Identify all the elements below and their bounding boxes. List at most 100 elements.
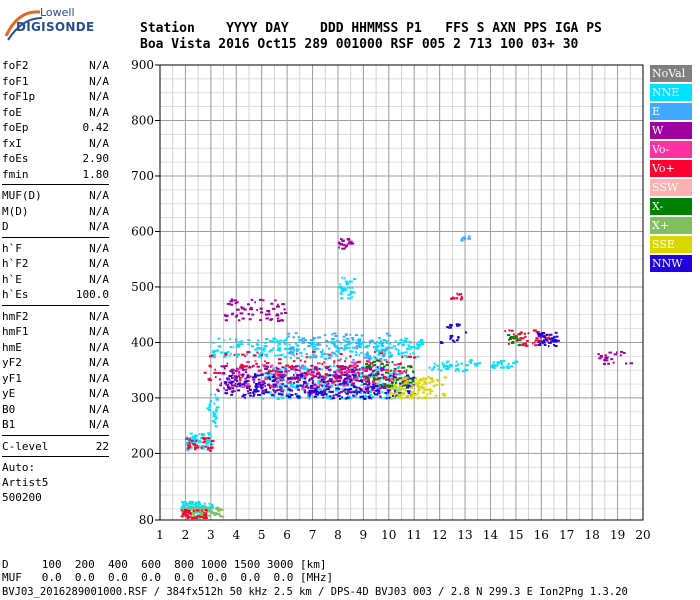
- echo-point-sse: [388, 386, 393, 389]
- ionogram-echoes: [180, 235, 634, 520]
- echo-point-voplus: [180, 515, 183, 518]
- echo-point-e: [371, 340, 375, 343]
- echo-point-nne: [311, 353, 315, 356]
- echo-point-nnw: [554, 331, 558, 334]
- echo-point-voplus: [210, 443, 212, 446]
- echo-point-voplus: [521, 337, 525, 340]
- echo-point-nne: [192, 439, 197, 442]
- echo-point-w: [268, 310, 271, 313]
- echo-point-nne: [271, 340, 275, 343]
- echo-point-nne: [189, 500, 192, 503]
- echo-point-nne: [277, 341, 280, 344]
- echo-point-sse: [428, 381, 432, 384]
- echo-point-w: [294, 377, 297, 380]
- echo-point-nne: [269, 349, 274, 352]
- echo-point-nne: [410, 347, 412, 350]
- echo-point-nnw: [252, 394, 255, 397]
- echo-point-xminus: [395, 378, 400, 381]
- echo-point-w: [305, 384, 309, 387]
- echo-point-w: [248, 365, 251, 368]
- echo-point-nne: [313, 343, 318, 346]
- x-tick-label: 5: [258, 528, 266, 542]
- echo-point-sse: [391, 392, 395, 395]
- echo-point-nnw: [537, 341, 540, 344]
- echo-point-sse: [423, 388, 427, 391]
- echo-point-vominus: [363, 379, 366, 382]
- echo-point-sse: [398, 389, 403, 392]
- echo-point-e: [323, 357, 327, 360]
- echo-point-nne: [457, 362, 460, 365]
- echo-point-nnw: [363, 391, 366, 394]
- param-name: foF1: [2, 74, 29, 88]
- echo-point-nne: [375, 347, 378, 350]
- echo-point-nne: [393, 396, 397, 399]
- echo-point-e: [332, 332, 337, 335]
- echo-point-vominus: [377, 386, 381, 389]
- echo-point-nne: [345, 288, 348, 291]
- echo-point-xplus: [192, 513, 195, 516]
- echo-point-voplus: [224, 353, 227, 356]
- echo-point-nne: [345, 283, 349, 286]
- echo-point-w: [276, 389, 279, 392]
- echo-point-e: [351, 337, 354, 340]
- echo-point-w: [339, 243, 344, 246]
- echo-point-nnw: [394, 394, 398, 397]
- echo-point-sse: [393, 387, 396, 390]
- echo-point-e: [327, 341, 330, 344]
- echo-point-nne: [295, 348, 300, 351]
- echo-point-nne: [413, 346, 417, 349]
- echo-point-nne: [400, 352, 405, 355]
- echo-point-sse: [408, 396, 411, 399]
- echo-point-w: [266, 309, 271, 312]
- echo-point-nnw: [378, 390, 381, 393]
- echo-point-nne: [312, 338, 315, 341]
- echo-point-xplus: [219, 515, 222, 518]
- echo-point-voplus: [209, 449, 212, 452]
- echo-point-nnw: [453, 340, 456, 343]
- echo-point-nnw: [352, 374, 357, 377]
- param-name: foF2: [2, 59, 29, 72]
- echo-point-w: [279, 371, 284, 374]
- echo-point-xplus: [215, 507, 219, 510]
- echo-point-voplus: [327, 353, 331, 356]
- echo-point-voplus: [403, 370, 406, 373]
- echo-point-nne: [295, 384, 300, 387]
- echo-point-xminus: [372, 378, 376, 381]
- echo-point-nnw: [326, 388, 330, 391]
- echo-point-w: [350, 242, 355, 245]
- echo-point-nne: [476, 364, 479, 367]
- echo-point-nne: [338, 286, 343, 289]
- echo-point-w: [281, 303, 285, 306]
- echo-point-vominus: [350, 381, 353, 384]
- echo-point-sse: [410, 392, 413, 395]
- echo-point-e: [309, 339, 314, 342]
- echo-point-w: [224, 365, 228, 368]
- echo-point-nne: [400, 376, 404, 379]
- echo-point-w: [388, 389, 391, 392]
- echo-point-w: [235, 385, 239, 388]
- echo-point-e: [373, 342, 377, 345]
- echo-point-e: [381, 355, 385, 358]
- echo-point-nne: [469, 359, 473, 362]
- echo-point-voplus: [278, 358, 282, 361]
- echo-point-nne: [377, 345, 379, 348]
- echo-point-nne: [385, 393, 390, 396]
- echo-point-voplus: [305, 373, 309, 376]
- echo-point-w: [313, 387, 316, 390]
- echo-point-w: [310, 376, 314, 379]
- echo-point-nne: [311, 345, 316, 348]
- echo-point-e: [462, 236, 466, 239]
- echo-point-nne: [292, 385, 296, 388]
- header-value: Boa Vista: [140, 37, 211, 52]
- echo-point-nne: [417, 341, 422, 344]
- echo-point-nnw: [264, 391, 268, 394]
- echo-point-nne: [348, 397, 352, 400]
- echo-point-nne: [418, 343, 422, 346]
- echo-point-nnw: [399, 382, 403, 385]
- echo-point-voplus: [524, 344, 529, 347]
- echo-point-nnw: [310, 384, 314, 387]
- echo-point-nne: [272, 367, 275, 370]
- param-name: foF1p: [2, 90, 36, 103]
- echo-point-w: [248, 318, 252, 321]
